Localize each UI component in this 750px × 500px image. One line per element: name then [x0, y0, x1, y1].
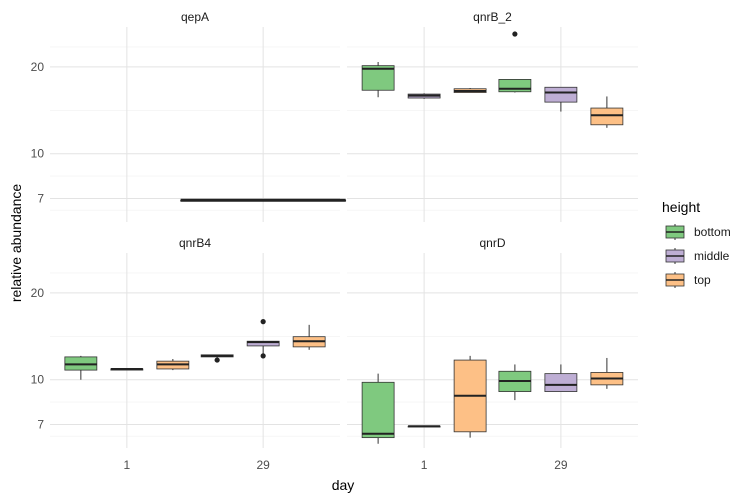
box-middle — [246, 319, 280, 359]
legend-title: height — [662, 199, 700, 215]
box-bottom — [200, 354, 234, 363]
y-tick-label: 20 — [31, 60, 45, 74]
legend: height bottom middle top — [662, 199, 731, 288]
facet-panel: 1 29 qnrD — [347, 236, 638, 472]
facet-title: qnrB_2 — [473, 10, 512, 24]
box-bottom — [64, 355, 98, 380]
box-middle — [544, 86, 578, 112]
box-body — [498, 79, 532, 93]
box-top — [453, 355, 487, 438]
box-top — [292, 324, 326, 350]
outlier-point — [260, 353, 266, 359]
facet-panel: qnrB_2 — [347, 10, 638, 222]
box-middle — [110, 367, 144, 371]
x-axis-title: day — [332, 477, 355, 493]
y-tick-label: 7 — [37, 417, 44, 431]
box-middle — [407, 93, 441, 99]
box-body — [544, 373, 578, 392]
box-top — [156, 359, 190, 371]
box-body — [544, 86, 578, 103]
box-body — [590, 107, 624, 126]
y-tick-label: 10 — [31, 373, 45, 387]
x-tick-label: 29 — [554, 458, 568, 472]
box-bottom — [498, 364, 532, 401]
y-tick-label: 7 — [37, 191, 44, 205]
box-top — [453, 88, 487, 93]
legend-item-middle: middle — [665, 248, 730, 264]
x-tick-label: 1 — [421, 458, 428, 472]
box-bottom — [498, 31, 532, 93]
y-tick-label: 10 — [31, 147, 45, 161]
box-all — [180, 198, 347, 202]
y-tick-label: 20 — [31, 286, 45, 300]
box-middle — [407, 425, 441, 428]
legend-label: top — [694, 273, 711, 287]
box-middle — [544, 364, 578, 392]
x-tick-label: 29 — [256, 458, 270, 472]
y-axis-title: relative abundance — [8, 184, 24, 303]
facet-title: qepA — [181, 10, 209, 24]
outlier-point — [512, 31, 518, 37]
outlier-point — [214, 357, 220, 363]
facet-title: qnrD — [479, 236, 505, 250]
box-bottom — [361, 373, 395, 444]
legend-item-top: top — [665, 272, 711, 288]
legend-label: middle — [694, 249, 730, 263]
box-body — [361, 381, 395, 439]
x-tick-label: 1 — [124, 458, 131, 472]
outlier-point — [260, 319, 266, 325]
legend-item-bottom: bottom — [665, 224, 731, 240]
facet-panels: 7 10 20 qepA qnrB_2 7 10 20 1 29 qnrB4 1 29 qnrD — [31, 10, 638, 472]
box-top — [590, 357, 624, 389]
facet-title: qnrB4 — [179, 236, 211, 250]
legend-label: bottom — [694, 225, 731, 239]
facet-panel: 7 10 20 1 29 qnrB4 — [31, 236, 340, 472]
facet-panel: 7 10 20 qepA — [31, 10, 347, 222]
box-top — [590, 96, 624, 128]
box-bottom — [361, 61, 395, 98]
